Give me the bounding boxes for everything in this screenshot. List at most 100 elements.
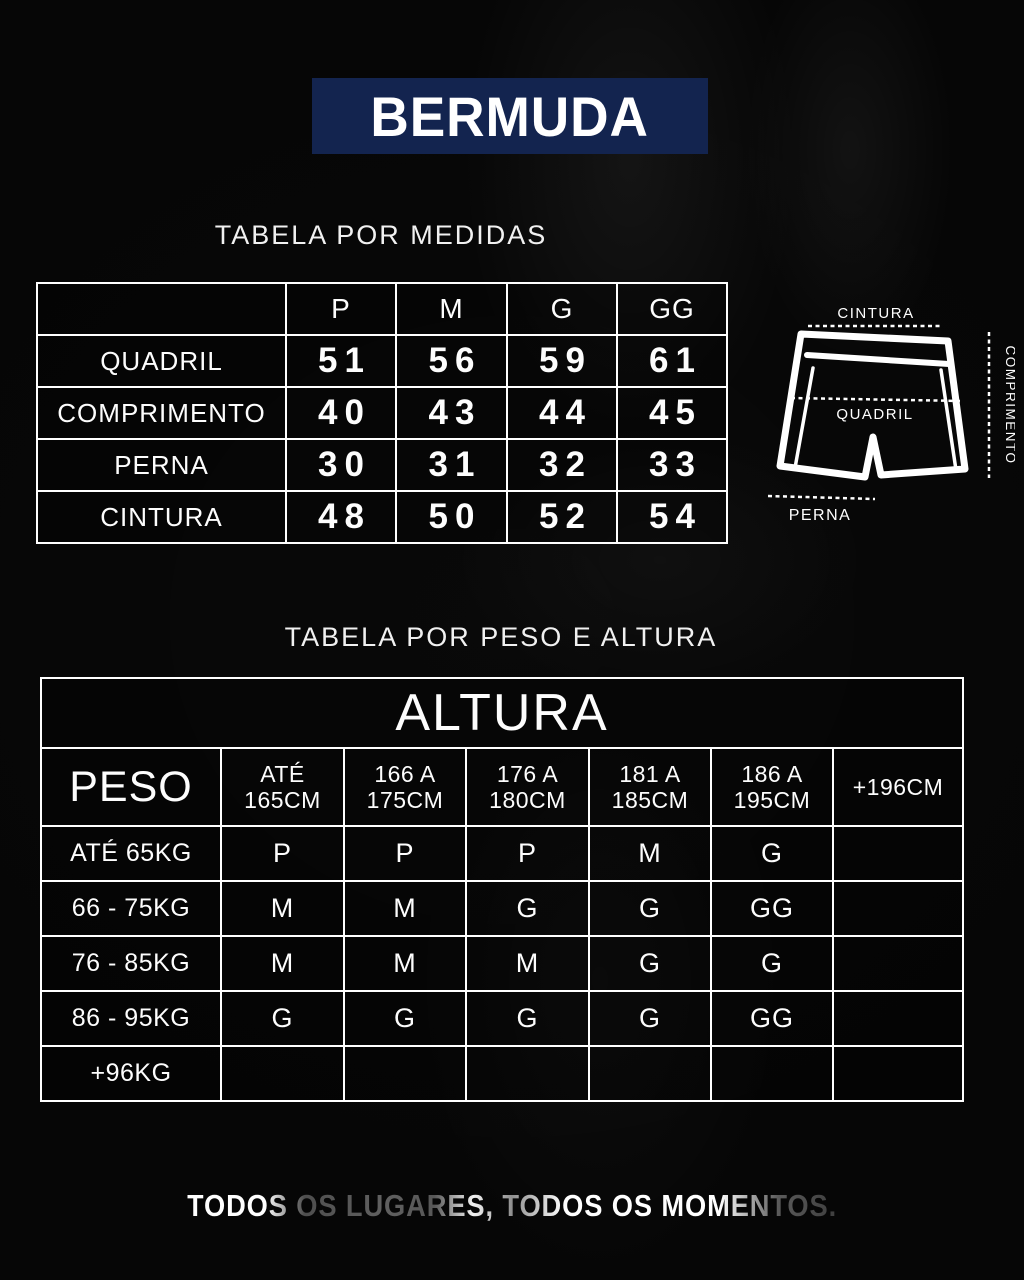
size-cell: G xyxy=(465,990,590,1047)
measure-value: 43 xyxy=(395,386,508,440)
size-cell xyxy=(465,1045,590,1102)
measure-value: 31 xyxy=(395,438,508,492)
height-column-header: 166 A 175CM xyxy=(343,747,467,827)
height-column-header: 181 A 185CM xyxy=(588,747,712,827)
size-cell xyxy=(220,1045,345,1102)
peso-corner-header: PESO xyxy=(40,747,222,827)
measure-value: 48 xyxy=(285,490,397,544)
measurements-header-row: P M G GG xyxy=(36,282,728,336)
leg-dashed-line xyxy=(767,494,876,501)
table-row: +96KG xyxy=(40,1045,965,1102)
table-row: QUADRIL 51 56 59 61 xyxy=(36,334,728,388)
size-cell xyxy=(831,880,965,937)
size-column-header: GG xyxy=(616,282,728,336)
height-range-line: +196CM xyxy=(852,773,944,800)
table-row: ATÉ 65KG P P P M G xyxy=(40,825,965,882)
size-cell: M xyxy=(588,825,712,882)
measure-value: 51 xyxy=(285,334,397,388)
weight-height-table: ALTURA PESO ATÉ 165CM 166 A 175CM 176 A … xyxy=(39,677,965,1102)
height-range-line: 180CM xyxy=(489,787,566,813)
size-cell: GG xyxy=(710,990,834,1047)
size-cell: P xyxy=(343,825,467,882)
height-column-header: 176 A 180CM xyxy=(465,747,590,827)
size-cell xyxy=(710,1045,834,1102)
waistband-line xyxy=(804,352,952,367)
size-cell: P xyxy=(465,825,590,882)
measure-value: 59 xyxy=(506,334,618,388)
measure-value: 45 xyxy=(616,386,728,440)
size-cell: G xyxy=(710,935,834,992)
row-label: QUADRIL xyxy=(36,334,287,388)
altura-header-row: ALTURA xyxy=(39,677,965,749)
height-range-line: 181 A xyxy=(619,760,681,787)
size-cell: M xyxy=(220,935,345,992)
measure-value: 32 xyxy=(506,438,618,492)
measure-value: 56 xyxy=(395,334,508,388)
left-stripe xyxy=(793,366,815,470)
size-cell: P xyxy=(220,825,345,882)
size-cell xyxy=(831,935,965,992)
size-column-header: M xyxy=(395,282,508,336)
corner-empty-cell xyxy=(36,282,287,336)
size-cell: M xyxy=(220,880,345,937)
weight-row-label: 66 - 75KG xyxy=(40,880,222,937)
diagram-leg-label: PERNA xyxy=(789,507,852,524)
measures-section-heading: TABELA POR MEDIDAS xyxy=(214,220,548,250)
measure-value: 30 xyxy=(285,438,397,492)
size-cell: G xyxy=(588,880,712,937)
height-range-line: 165CM xyxy=(244,787,321,813)
height-range-line: 185CM xyxy=(611,787,689,813)
weight-row-label: ATÉ 65KG xyxy=(40,825,222,882)
size-cell: GG xyxy=(710,880,834,937)
size-cell: M xyxy=(343,880,467,937)
size-cell xyxy=(831,1045,965,1102)
size-cell: G xyxy=(710,825,834,882)
size-cell xyxy=(831,825,965,882)
size-column-header: G xyxy=(506,282,618,336)
weight-row-label: 76 - 85KG xyxy=(40,935,222,992)
diagram-hip-label: QUADRIL xyxy=(836,406,913,423)
table-row: 66 - 75KG M M G G GG xyxy=(40,880,965,937)
right-stripe xyxy=(939,368,958,472)
measure-value: 33 xyxy=(616,438,728,492)
page-title: BERMUDA xyxy=(370,84,650,148)
size-cell: G xyxy=(220,990,345,1047)
height-columns-header-row: PESO ATÉ 165CM 166 A 175CM 176 A 180CM 1… xyxy=(40,747,965,827)
size-cell xyxy=(588,1045,712,1102)
title-banner: BERMUDA xyxy=(312,78,708,154)
measure-value: 61 xyxy=(616,334,728,388)
height-column-header: +196CM xyxy=(831,747,965,827)
height-range-line: 176 A xyxy=(496,760,559,787)
footer-tagline: TODOS OS LUGARES, TODOS OS MOMENTOS. xyxy=(186,1188,838,1223)
height-range-line: ATÉ xyxy=(260,760,305,787)
table-row: 76 - 85KG M M M G G xyxy=(40,935,965,992)
measurements-table: P M G GG QUADRIL 51 56 59 61 COMPRIMENTO… xyxy=(36,282,728,544)
table-row: 86 - 95KG G G G G GG xyxy=(40,990,965,1047)
diagram-waist-label: CINTURA xyxy=(837,305,914,322)
height-range-line: 166 A xyxy=(374,760,436,787)
size-cell: M xyxy=(343,935,467,992)
table-row: CINTURA 48 50 52 54 xyxy=(36,490,728,544)
table-row: PERNA 30 31 32 33 xyxy=(36,438,728,492)
weight-row-label: 86 - 95KG xyxy=(40,990,222,1047)
size-cell xyxy=(343,1045,467,1102)
height-range-line: 195CM xyxy=(733,787,811,813)
size-cell: G xyxy=(588,935,712,992)
height-column-header: 186 A 195CM xyxy=(710,747,834,827)
measure-value: 54 xyxy=(616,490,728,544)
measure-value: 44 xyxy=(506,386,618,440)
height-range-line: 186 A xyxy=(741,760,803,787)
size-cell: M xyxy=(465,935,590,992)
footer-tagline-container: TODOS OS LUGARES, TODOS OS MOMENTOS. xyxy=(61,1188,962,1224)
height-column-header: ATÉ 165CM xyxy=(220,747,345,827)
row-label: COMPRIMENTO xyxy=(36,386,287,440)
table-row: COMPRIMENTO 40 43 44 45 xyxy=(36,386,728,440)
size-cell: G xyxy=(465,880,590,937)
weight-row-label: +96KG xyxy=(40,1045,222,1102)
size-cell xyxy=(831,990,965,1047)
size-column-header: P xyxy=(285,282,397,336)
height-range-line: 175CM xyxy=(366,787,444,813)
diagram-length-label: COMPRIMENTO xyxy=(1003,345,1015,464)
measure-value: 52 xyxy=(506,490,618,544)
